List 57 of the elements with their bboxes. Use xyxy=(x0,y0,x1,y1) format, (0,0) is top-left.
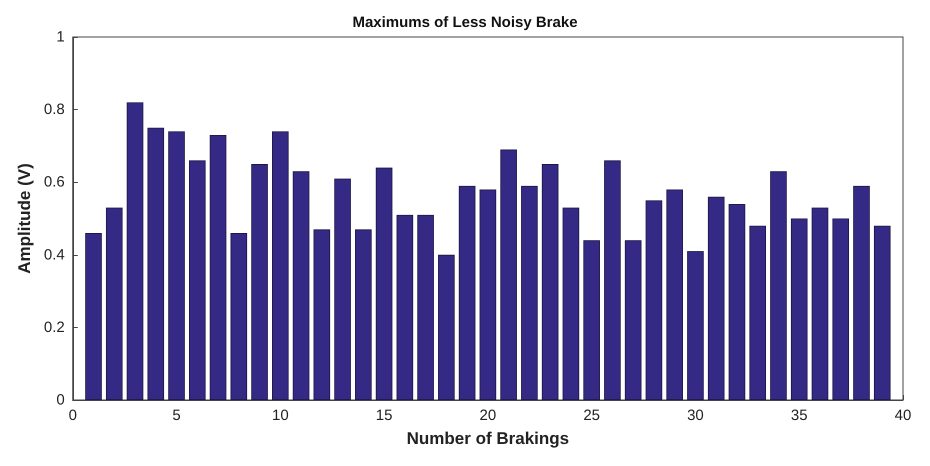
bar xyxy=(646,200,662,400)
bar xyxy=(583,240,600,400)
bar xyxy=(355,229,372,400)
bar xyxy=(480,189,496,400)
bar xyxy=(770,171,787,400)
bar xyxy=(230,233,248,400)
x-tick-label: 30 xyxy=(687,407,704,424)
bar xyxy=(874,226,891,400)
bar xyxy=(292,171,310,400)
x-tick-label: 0 xyxy=(68,407,77,424)
y-tick-label: 0.8 xyxy=(44,101,65,118)
bar xyxy=(126,102,144,400)
bar xyxy=(168,131,185,400)
x-axis-title: Number of Brakings xyxy=(406,429,570,448)
bar xyxy=(749,226,766,400)
x-tick-label: 25 xyxy=(583,407,600,424)
y-tick-label: 0.4 xyxy=(44,246,65,264)
bar xyxy=(853,186,870,400)
bar xyxy=(708,196,724,400)
bar xyxy=(542,164,558,400)
y-tick-label: 1 xyxy=(56,28,65,46)
chart-title: Maximums of Less Noisy Brake xyxy=(352,14,578,31)
bar xyxy=(147,128,164,400)
bar xyxy=(106,208,123,400)
bar xyxy=(728,204,746,400)
y-tick-label: 0.6 xyxy=(44,174,65,191)
y-tick-label: 0.2 xyxy=(44,318,65,336)
bar xyxy=(790,218,808,400)
bar xyxy=(687,251,704,400)
x-tick-label: 35 xyxy=(790,407,808,424)
bar xyxy=(438,254,455,400)
y-axis-title: Amplitude (V) xyxy=(15,163,34,274)
bar xyxy=(521,186,538,400)
x-tick-label: 15 xyxy=(376,407,392,424)
bar xyxy=(314,229,330,400)
bar xyxy=(604,160,621,400)
x-tick-label: 40 xyxy=(894,407,912,424)
bar xyxy=(376,168,392,400)
bar xyxy=(562,208,580,400)
bar xyxy=(272,131,289,400)
bar xyxy=(500,150,517,400)
bar xyxy=(188,160,206,400)
bar xyxy=(334,178,351,400)
bar xyxy=(458,186,476,400)
y-tick-label: 0 xyxy=(56,392,65,408)
bar xyxy=(251,164,268,400)
bar xyxy=(832,218,850,400)
x-tick-label: 5 xyxy=(172,407,181,424)
bar xyxy=(210,135,226,400)
bar xyxy=(85,233,102,400)
bar xyxy=(624,240,642,400)
bar xyxy=(666,189,683,400)
x-tick-label: 10 xyxy=(272,407,289,424)
bar xyxy=(812,208,828,400)
bar xyxy=(417,214,434,400)
x-tick-label: 20 xyxy=(480,407,496,424)
bar xyxy=(396,214,414,400)
